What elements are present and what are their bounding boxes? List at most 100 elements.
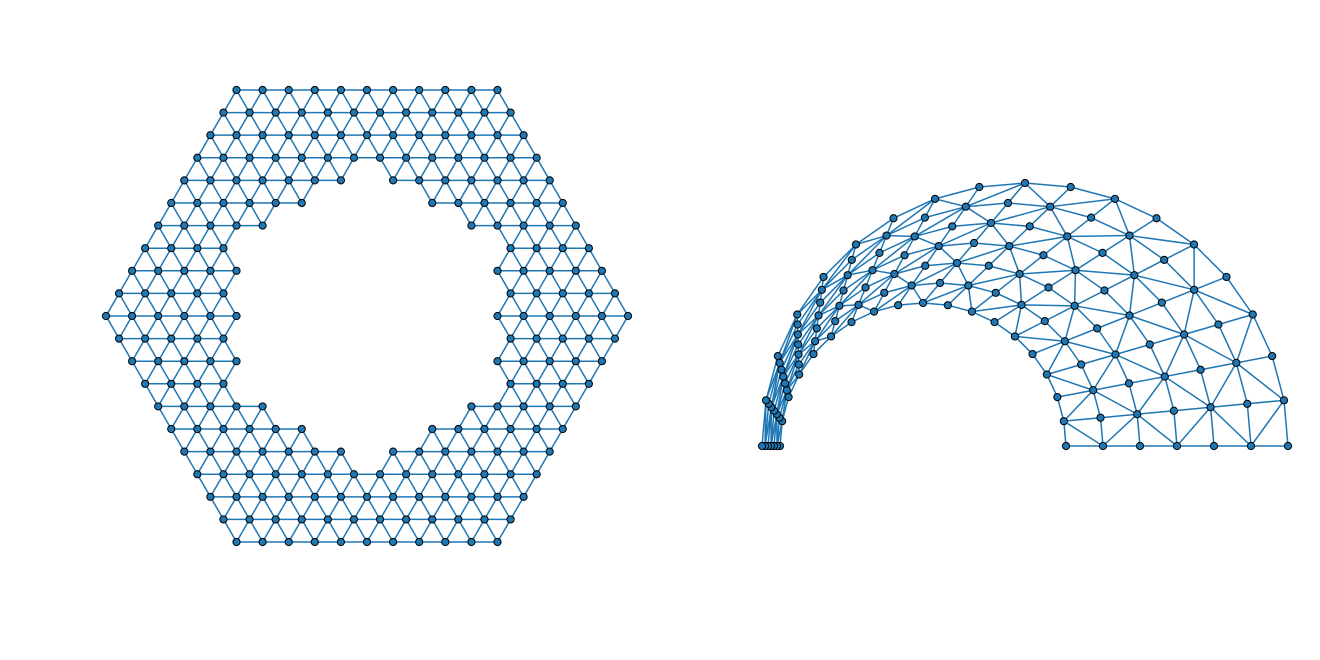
mesh-node bbox=[154, 357, 163, 366]
mesh-edge bbox=[144, 315, 159, 339]
mesh-edge bbox=[496, 473, 512, 498]
mesh-edge bbox=[509, 112, 525, 136]
mesh-edge bbox=[780, 334, 799, 371]
mesh-edge bbox=[275, 428, 290, 452]
mesh-node bbox=[206, 266, 215, 275]
mesh-edge bbox=[222, 428, 238, 452]
mesh-node bbox=[1169, 406, 1179, 415]
mesh-edge bbox=[157, 293, 172, 317]
mesh-edge bbox=[496, 338, 512, 362]
mesh-node bbox=[1066, 182, 1075, 192]
mesh-node bbox=[167, 334, 176, 343]
mesh-node bbox=[206, 447, 215, 456]
mesh-edge bbox=[990, 202, 1009, 224]
mesh-edge bbox=[418, 473, 433, 498]
mesh-edge bbox=[1044, 320, 1066, 342]
mesh-node bbox=[258, 221, 267, 230]
mesh-edge bbox=[418, 428, 433, 452]
mesh-node bbox=[454, 515, 463, 524]
mesh-edge bbox=[536, 315, 551, 339]
mesh-edge bbox=[1048, 286, 1076, 307]
mesh-node bbox=[284, 176, 293, 185]
mesh-edge bbox=[1173, 406, 1211, 412]
mesh-edge bbox=[1102, 234, 1130, 254]
mesh-edge bbox=[301, 428, 316, 452]
mesh-edge bbox=[562, 360, 577, 385]
mesh-edge bbox=[575, 338, 590, 362]
mesh-edge bbox=[914, 235, 940, 247]
mesh-node bbox=[480, 470, 489, 479]
mesh-edge bbox=[288, 89, 303, 113]
mesh-edge bbox=[327, 157, 342, 181]
mesh-edge bbox=[288, 451, 303, 475]
mesh-node bbox=[835, 301, 844, 310]
mesh-edge bbox=[392, 451, 407, 475]
mesh-edge bbox=[457, 180, 473, 204]
mesh-edge bbox=[222, 180, 238, 204]
mesh-edge bbox=[144, 247, 159, 272]
mesh-node bbox=[1133, 410, 1142, 419]
mesh-edge bbox=[924, 205, 966, 219]
mesh-edge bbox=[444, 451, 459, 475]
mesh-node bbox=[141, 379, 150, 388]
mesh-edge bbox=[1024, 182, 1051, 208]
mesh-edge bbox=[483, 157, 499, 181]
mesh-edge bbox=[248, 451, 264, 475]
mesh-node bbox=[362, 85, 372, 95]
mesh-edge bbox=[814, 320, 836, 342]
mesh-edge bbox=[314, 519, 329, 543]
mesh-edge bbox=[261, 157, 277, 181]
mesh-edge bbox=[131, 247, 146, 272]
mesh-edge bbox=[934, 198, 966, 208]
mesh-node bbox=[532, 198, 541, 208]
mesh-node bbox=[1053, 392, 1062, 402]
mesh-edge bbox=[588, 338, 603, 362]
mesh-node bbox=[310, 176, 319, 185]
mesh-node bbox=[780, 379, 790, 388]
mesh-edge bbox=[1129, 234, 1195, 246]
mesh-edge bbox=[1063, 389, 1094, 422]
mesh-node bbox=[193, 289, 202, 298]
mesh-node bbox=[894, 301, 903, 310]
mesh-edge bbox=[562, 315, 577, 339]
mesh-edge bbox=[170, 383, 185, 407]
mesh-edge bbox=[470, 180, 486, 204]
mesh-edge bbox=[314, 157, 329, 181]
mesh-edge bbox=[1043, 254, 1076, 271]
mesh-edge bbox=[314, 473, 329, 498]
mesh-node bbox=[875, 248, 884, 257]
mesh-edge bbox=[1114, 315, 1131, 355]
mesh-node bbox=[532, 334, 541, 343]
mesh-node bbox=[1243, 399, 1252, 408]
mesh-edge bbox=[470, 134, 486, 159]
mesh-edge bbox=[509, 180, 525, 204]
mesh-edge bbox=[431, 134, 446, 159]
mesh-edge bbox=[275, 519, 290, 543]
mesh-node bbox=[991, 288, 1000, 297]
mesh-edge bbox=[509, 225, 525, 249]
mesh-edge bbox=[947, 284, 969, 306]
mesh-edge bbox=[1183, 333, 1237, 364]
mesh-edge bbox=[796, 289, 823, 325]
mesh-node bbox=[323, 470, 332, 479]
mesh-node bbox=[839, 286, 848, 295]
mesh-edge bbox=[405, 157, 420, 181]
mesh-edge bbox=[1099, 417, 1104, 447]
mesh-edge bbox=[366, 519, 381, 543]
mesh-edge bbox=[235, 428, 251, 452]
mesh-edge bbox=[911, 282, 941, 287]
mesh-edge bbox=[1271, 355, 1285, 401]
mesh-edge bbox=[222, 519, 238, 543]
mesh-edge bbox=[483, 473, 499, 498]
mesh-edge bbox=[1114, 198, 1157, 219]
mesh-node bbox=[952, 258, 962, 268]
mesh-node bbox=[519, 447, 528, 456]
arc-mesh bbox=[757, 178, 1293, 451]
mesh-node bbox=[831, 317, 840, 326]
mesh-node bbox=[990, 318, 999, 327]
mesh-node bbox=[493, 311, 502, 321]
mesh-edge bbox=[549, 338, 564, 362]
mesh-node bbox=[868, 266, 877, 275]
mesh-edge bbox=[952, 222, 992, 228]
